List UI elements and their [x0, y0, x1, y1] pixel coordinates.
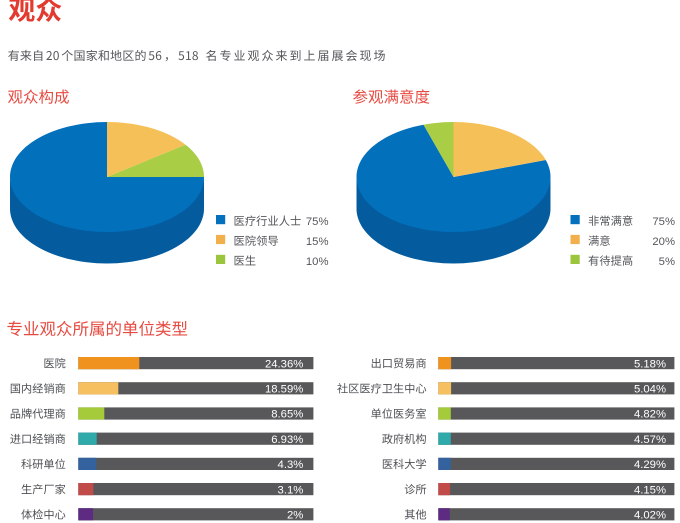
svg-text:24.36%: 24.36% — [265, 358, 303, 370]
svg-text:15%: 15% — [306, 236, 329, 248]
svg-text:4.3%: 4.3% — [278, 459, 304, 471]
svg-text:4.82%: 4.82% — [634, 409, 666, 421]
svg-text:6.93%: 6.93% — [271, 434, 303, 446]
svg-text:75%: 75% — [306, 216, 329, 228]
svg-text:4.57%: 4.57% — [634, 434, 666, 446]
svg-text:4.29%: 4.29% — [634, 459, 666, 471]
svg-text:4.15%: 4.15% — [634, 484, 666, 496]
svg-text:20%: 20% — [652, 236, 675, 248]
svg-text:5.18%: 5.18% — [634, 358, 666, 370]
svg-text:4.02%: 4.02% — [634, 510, 666, 522]
svg-text:2%: 2% — [287, 510, 303, 522]
svg-text:75%: 75% — [652, 216, 675, 228]
svg-text:18.59%: 18.59% — [265, 384, 303, 396]
svg-text:3.1%: 3.1% — [278, 484, 304, 496]
svg-text:5%: 5% — [659, 256, 675, 268]
svg-text:5.04%: 5.04% — [634, 384, 666, 396]
svg-text:10%: 10% — [306, 256, 329, 268]
svg-text:8.65%: 8.65% — [271, 409, 303, 421]
